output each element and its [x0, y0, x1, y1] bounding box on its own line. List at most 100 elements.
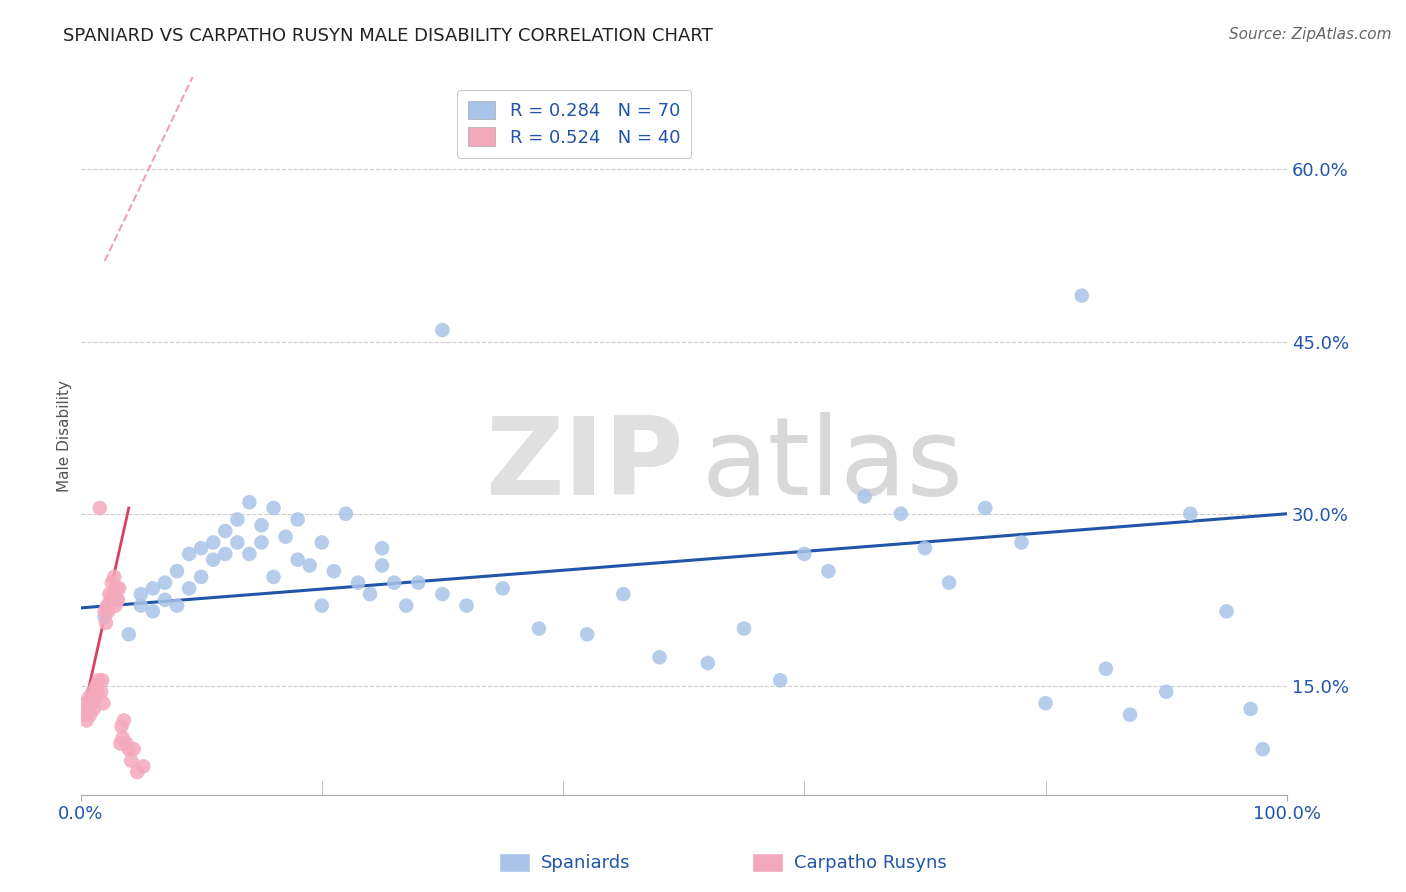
- Point: [395, 599, 418, 613]
- Point: [311, 535, 333, 549]
- Text: atlas: atlas: [702, 412, 963, 518]
- Point: [347, 575, 370, 590]
- Point: [190, 570, 212, 584]
- Point: [1035, 696, 1057, 710]
- Point: [177, 582, 200, 596]
- Point: [166, 599, 188, 613]
- Point: [263, 570, 285, 584]
- Point: [576, 627, 599, 641]
- Point: [322, 564, 344, 578]
- Text: SPANIARD VS CARPATHO RUSYN MALE DISABILITY CORRELATION CHART: SPANIARD VS CARPATHO RUSYN MALE DISABILI…: [63, 27, 713, 45]
- Point: [371, 541, 394, 556]
- Point: [97, 604, 120, 618]
- Point: [527, 622, 550, 636]
- Point: [1180, 507, 1202, 521]
- Point: [914, 541, 936, 556]
- Point: [1095, 662, 1118, 676]
- Point: [93, 610, 115, 624]
- Point: [890, 507, 912, 521]
- Point: [90, 684, 112, 698]
- Point: [111, 731, 134, 745]
- Point: [108, 582, 131, 596]
- Point: [432, 323, 454, 337]
- Point: [226, 535, 249, 549]
- Point: [100, 592, 122, 607]
- Point: [250, 535, 273, 549]
- Point: [406, 575, 429, 590]
- Point: [371, 558, 394, 573]
- Point: [1240, 702, 1263, 716]
- Point: [110, 719, 132, 733]
- Point: [101, 587, 124, 601]
- Point: [76, 702, 98, 716]
- Text: Spaniards: Spaniards: [541, 855, 631, 872]
- Point: [83, 702, 105, 716]
- Point: [250, 518, 273, 533]
- Point: [938, 575, 960, 590]
- Point: [110, 736, 132, 750]
- Point: [127, 765, 149, 780]
- Point: [214, 524, 236, 538]
- Point: [153, 575, 176, 590]
- Point: [166, 564, 188, 578]
- Point: [84, 690, 107, 705]
- Point: [287, 512, 309, 526]
- Point: [98, 587, 121, 601]
- Point: [202, 535, 225, 549]
- Legend: R = 0.284   N = 70, R = 0.524   N = 40: R = 0.284 N = 70, R = 0.524 N = 40: [457, 90, 692, 158]
- Text: Carpatho Rusyns: Carpatho Rusyns: [794, 855, 948, 872]
- Point: [648, 650, 671, 665]
- Point: [96, 599, 118, 613]
- Point: [93, 604, 115, 618]
- Point: [298, 558, 321, 573]
- Point: [132, 759, 155, 773]
- Point: [79, 707, 101, 722]
- Point: [769, 673, 792, 688]
- Point: [115, 736, 138, 750]
- Point: [456, 599, 478, 613]
- Point: [817, 564, 839, 578]
- Point: [382, 575, 405, 590]
- Point: [118, 742, 141, 756]
- Point: [202, 552, 225, 566]
- Point: [793, 547, 815, 561]
- Point: [492, 582, 515, 596]
- Point: [91, 673, 114, 688]
- Point: [432, 587, 454, 601]
- Point: [142, 604, 165, 618]
- Point: [120, 754, 142, 768]
- Point: [1070, 288, 1092, 302]
- Text: ZIP: ZIP: [485, 412, 683, 518]
- Point: [214, 547, 236, 561]
- Point: [118, 627, 141, 641]
- Point: [335, 507, 357, 521]
- Point: [311, 599, 333, 613]
- Point: [612, 587, 634, 601]
- Point: [1251, 742, 1274, 756]
- Text: Source: ZipAtlas.com: Source: ZipAtlas.com: [1229, 27, 1392, 42]
- Point: [974, 501, 997, 516]
- Point: [129, 587, 152, 601]
- Point: [112, 714, 135, 728]
- Point: [77, 690, 100, 705]
- Point: [84, 679, 107, 693]
- Point: [104, 599, 127, 613]
- Point: [238, 495, 260, 509]
- Point: [94, 615, 117, 630]
- Point: [853, 490, 876, 504]
- Point: [73, 707, 96, 722]
- Y-axis label: Male Disability: Male Disability: [58, 380, 72, 492]
- Point: [696, 656, 718, 670]
- Point: [107, 592, 129, 607]
- Point: [1010, 535, 1032, 549]
- Point: [1154, 684, 1177, 698]
- Point: [274, 530, 297, 544]
- Point: [359, 587, 381, 601]
- Point: [142, 582, 165, 596]
- Point: [76, 714, 98, 728]
- Point: [733, 622, 755, 636]
- Point: [105, 592, 128, 607]
- Point: [177, 547, 200, 561]
- Point: [263, 501, 285, 516]
- Point: [105, 582, 128, 596]
